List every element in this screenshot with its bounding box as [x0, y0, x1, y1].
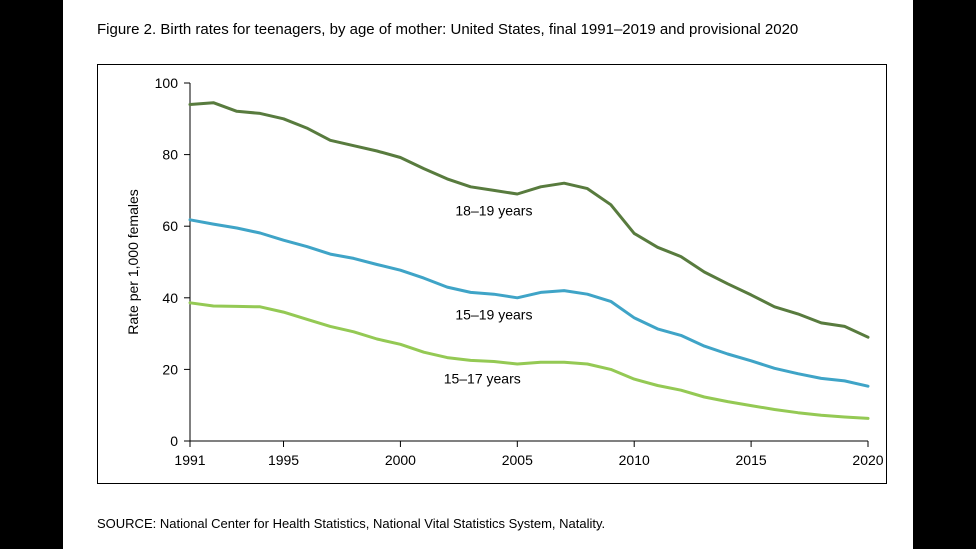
- svg-text:2020: 2020: [852, 452, 883, 468]
- svg-text:80: 80: [162, 147, 178, 163]
- line-chart: 0 20 40 60 80 100 1991 1995 2000 2005 2010 2015 2020…: [98, 65, 886, 483]
- series-label: 18–19 years: [455, 202, 532, 218]
- svg-text:40: 40: [162, 290, 178, 306]
- svg-text:20: 20: [162, 361, 178, 377]
- svg-text:2005: 2005: [502, 452, 533, 468]
- svg-text:60: 60: [162, 218, 178, 234]
- series-18-19-: [190, 103, 868, 338]
- svg-text:2000: 2000: [385, 452, 416, 468]
- svg-text:100: 100: [155, 75, 179, 91]
- svg-text:0: 0: [170, 433, 178, 449]
- svg-text:1991: 1991: [174, 452, 205, 468]
- svg-text:1995: 1995: [268, 452, 299, 468]
- svg-text:2010: 2010: [619, 452, 650, 468]
- figure-panel: Figure 2. Birth rates for teenagers, by …: [63, 0, 913, 549]
- series-label: 15–19 years: [455, 306, 532, 322]
- series-label: 15–17 years: [444, 371, 521, 387]
- figure-source: SOURCE: National Center for Health Stati…: [97, 516, 605, 531]
- figure-title: Figure 2. Birth rates for teenagers, by …: [97, 20, 873, 40]
- svg-text:Rate per 1,000 females: Rate per 1,000 females: [125, 189, 141, 335]
- svg-text:2015: 2015: [736, 452, 767, 468]
- chart-area: 0 20 40 60 80 100 1991 1995 2000 2005 2010 2015 2020…: [97, 64, 887, 484]
